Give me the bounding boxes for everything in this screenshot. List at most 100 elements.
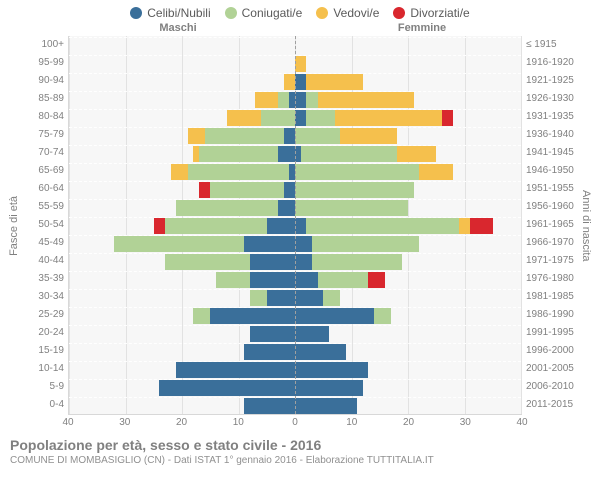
bar-segment-vedovi (419, 164, 453, 180)
bar-segment-coniugati (295, 128, 340, 144)
pyramid-row (69, 325, 521, 342)
pyramid-row (69, 145, 521, 162)
pyramid-row (69, 379, 521, 396)
female-half (295, 398, 521, 414)
bar-segment-coniugati (250, 290, 267, 306)
male-half (69, 164, 295, 180)
male-half (69, 398, 295, 414)
bar-segment-vedovi (227, 110, 261, 126)
bar-segment-celibi (267, 218, 295, 234)
bar-segment-vedovi (340, 128, 397, 144)
bar-segment-celibi (295, 236, 312, 252)
bar-segment-celibi (250, 326, 295, 342)
bar-segment-coniugati (165, 254, 250, 270)
pyramid-row (69, 37, 521, 54)
legend-item: Celibi/Nubili (130, 6, 210, 20)
bar-segment-celibi (284, 182, 295, 198)
bar-segment-celibi (210, 308, 295, 324)
bar-segment-vedovi (306, 74, 363, 90)
male-half (69, 254, 295, 270)
plot-area (68, 36, 522, 415)
age-label: 100+ (22, 36, 64, 54)
birth-label: 2001-2005 (526, 360, 578, 378)
y-axis-left-label: Fasce di età (6, 36, 22, 415)
column-headers: Maschi Femmine (0, 22, 600, 36)
male-half (69, 128, 295, 144)
bar-segment-vedovi (295, 56, 306, 72)
bar-segment-vedovi (397, 146, 437, 162)
pyramid-row (69, 55, 521, 72)
bar-segment-celibi (295, 344, 346, 360)
legend-swatch (225, 7, 237, 19)
female-header: Femmine (300, 22, 544, 34)
pyramid-row (69, 307, 521, 324)
age-label: 10-14 (22, 360, 64, 378)
bar-segment-celibi (159, 380, 295, 396)
bar-segment-coniugati (199, 146, 278, 162)
age-label: 30-34 (22, 288, 64, 306)
bar-segment-coniugati (114, 236, 244, 252)
female-half (295, 272, 521, 288)
age-label: 15-19 (22, 342, 64, 360)
pyramid-row (69, 289, 521, 306)
x-ticks: 40302010010203040 (68, 415, 522, 431)
age-label: 45-49 (22, 234, 64, 252)
female-half (295, 362, 521, 378)
birth-label: 1926-1930 (526, 90, 578, 108)
legend-item: Vedovi/e (316, 6, 379, 20)
bar-segment-celibi (295, 290, 323, 306)
female-half (295, 56, 521, 72)
age-label: 20-24 (22, 324, 64, 342)
male-half (69, 272, 295, 288)
pyramid-row (69, 253, 521, 270)
x-tick-label: 40 (62, 417, 73, 428)
y-axis-right-text: Anni di nascita (580, 190, 592, 262)
female-half (295, 236, 521, 252)
bar-segment-divorziati (368, 272, 385, 288)
bar-segment-divorziati (470, 218, 493, 234)
x-axis: 40302010010203040 (6, 415, 594, 431)
bar-segment-celibi (244, 344, 295, 360)
bar-segment-celibi (295, 74, 306, 90)
bar-segment-celibi (295, 92, 306, 108)
y-axis-right-label: Anni di nascita (578, 36, 594, 415)
female-half (295, 146, 521, 162)
male-half (69, 218, 295, 234)
legend-swatch (130, 7, 142, 19)
male-half (69, 290, 295, 306)
age-label: 75-79 (22, 126, 64, 144)
female-half (295, 182, 521, 198)
bar-segment-coniugati (193, 308, 210, 324)
birth-label: 1966-1970 (526, 234, 578, 252)
age-label: 40-44 (22, 252, 64, 270)
bar-segment-celibi (250, 254, 295, 270)
bar-rows (69, 36, 521, 414)
pyramid-row (69, 271, 521, 288)
bar-segment-celibi (244, 398, 295, 414)
pyramid-row (69, 361, 521, 378)
birth-labels-column: ≤ 19151916-19201921-19251926-19301931-19… (522, 36, 578, 415)
female-half (295, 38, 521, 54)
x-tick-label: 40 (516, 417, 527, 428)
bar-segment-celibi (295, 398, 357, 414)
x-tick-label: 10 (233, 417, 244, 428)
male-half (69, 362, 295, 378)
bar-segment-celibi (278, 200, 295, 216)
male-half (69, 92, 295, 108)
birth-label: 1971-1975 (526, 252, 578, 270)
bar-segment-celibi (295, 308, 374, 324)
bar-segment-celibi (295, 326, 329, 342)
bar-segment-celibi (295, 380, 363, 396)
male-half (69, 236, 295, 252)
male-half (69, 110, 295, 126)
pyramid-row (69, 235, 521, 252)
male-half (69, 38, 295, 54)
bar-segment-celibi (295, 362, 368, 378)
female-half (295, 128, 521, 144)
female-half (295, 254, 521, 270)
birth-label: 1946-1950 (526, 162, 578, 180)
bar-segment-coniugati (216, 272, 250, 288)
pyramid-row (69, 91, 521, 108)
chart-title: Popolazione per età, sesso e stato civil… (10, 437, 590, 453)
male-half (69, 146, 295, 162)
